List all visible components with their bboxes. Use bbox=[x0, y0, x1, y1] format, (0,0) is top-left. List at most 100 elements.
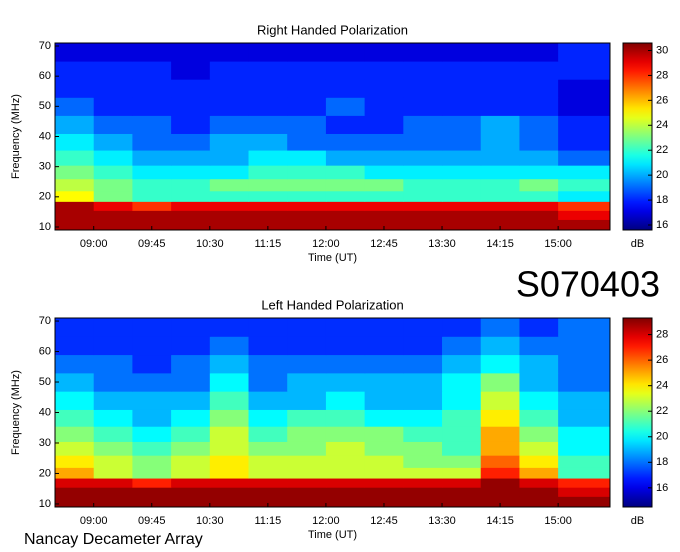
heat-cell bbox=[403, 426, 443, 442]
heat-cell bbox=[558, 43, 611, 62]
heat-cell bbox=[364, 487, 404, 497]
heat-cell bbox=[519, 61, 559, 80]
heat-cell bbox=[442, 219, 482, 231]
heat-cell bbox=[442, 487, 482, 497]
heat-cell bbox=[171, 409, 211, 427]
heat-cell bbox=[558, 150, 611, 166]
heat-cell bbox=[287, 150, 327, 166]
heat-cell bbox=[171, 455, 211, 468]
heat-cell bbox=[364, 441, 404, 456]
heat-cell bbox=[403, 441, 443, 456]
heat-cell bbox=[55, 455, 95, 468]
y-tick-label: 70 bbox=[39, 315, 51, 327]
heat-cell bbox=[209, 79, 250, 98]
colorbar-tick-label: 28 bbox=[656, 69, 668, 81]
heat-cell bbox=[132, 409, 172, 427]
footer: Nancay Decameter Array bbox=[24, 531, 203, 548]
heat-cell bbox=[364, 391, 404, 410]
heat-cell bbox=[171, 441, 211, 456]
heat-cell bbox=[519, 478, 559, 488]
heat-cell bbox=[480, 165, 520, 180]
heat-cell bbox=[132, 318, 172, 337]
heat-cell bbox=[132, 391, 172, 410]
heat-cell bbox=[403, 201, 443, 211]
heat-cell bbox=[209, 43, 250, 62]
heat-cell bbox=[403, 133, 443, 151]
heat-cell bbox=[480, 150, 520, 166]
heat-cell bbox=[209, 150, 250, 166]
heat-cell bbox=[480, 478, 520, 488]
heat-cell bbox=[171, 133, 211, 151]
heat-cell bbox=[93, 150, 133, 166]
heat-cell bbox=[364, 133, 404, 151]
heat-cell bbox=[364, 210, 404, 220]
colorbar-tick-label: 22 bbox=[656, 144, 668, 156]
heat-cell bbox=[325, 219, 366, 231]
heat-cell bbox=[171, 496, 211, 508]
heat-cell bbox=[171, 79, 211, 98]
heat-cell bbox=[364, 190, 404, 202]
heat-cell bbox=[209, 190, 250, 202]
heat-cell bbox=[248, 133, 288, 151]
heat-cell bbox=[442, 61, 482, 80]
heat-cell bbox=[558, 115, 611, 134]
heat-cell bbox=[519, 336, 559, 356]
heat-cell bbox=[171, 354, 211, 374]
heat-cell bbox=[403, 210, 443, 220]
x-tick-label: 09:00 bbox=[80, 515, 108, 527]
heat-cell bbox=[132, 79, 172, 98]
heat-cell bbox=[287, 496, 327, 508]
heat-cell bbox=[364, 115, 404, 134]
heat-cell bbox=[403, 150, 443, 166]
heat-cell bbox=[287, 467, 327, 479]
heat-cell bbox=[403, 467, 443, 479]
heat-cell bbox=[171, 97, 211, 116]
heat-cell bbox=[93, 190, 133, 202]
heat-cell bbox=[403, 496, 443, 508]
heat-cell bbox=[93, 372, 133, 392]
heat-cell bbox=[519, 165, 559, 180]
heat-cell bbox=[209, 455, 250, 468]
heat-cell bbox=[558, 455, 611, 468]
x-tick-label: 12:00 bbox=[312, 515, 340, 527]
heat-cell bbox=[93, 210, 133, 220]
heat-cell bbox=[287, 219, 327, 231]
y-tick-label: 10 bbox=[39, 498, 51, 510]
heat-cell bbox=[558, 133, 611, 151]
heat-cell bbox=[519, 354, 559, 374]
heat-cell bbox=[325, 409, 366, 427]
colorbar-tick-label: 24 bbox=[656, 380, 668, 392]
y-tick-label: 20 bbox=[39, 467, 51, 479]
colorbar-tick-label: 26 bbox=[656, 354, 668, 366]
heat-cell bbox=[442, 79, 482, 98]
heat-cell bbox=[364, 219, 404, 231]
heat-cell bbox=[325, 487, 366, 497]
heat-cell bbox=[287, 133, 327, 151]
heat-cell bbox=[558, 354, 611, 374]
heat-cell bbox=[171, 336, 211, 356]
heat-cell bbox=[55, 487, 95, 497]
heat-cell bbox=[55, 478, 95, 488]
heat-cell bbox=[248, 61, 288, 80]
heat-cell bbox=[325, 190, 366, 202]
heat-cell bbox=[480, 496, 520, 508]
heat-cell bbox=[209, 133, 250, 151]
heat-cell bbox=[325, 79, 366, 98]
heat-cell bbox=[519, 133, 559, 151]
heat-cell bbox=[519, 79, 559, 98]
heat-cell bbox=[171, 190, 211, 202]
heat-cell bbox=[325, 61, 366, 80]
x-tick-label: 15:00 bbox=[544, 238, 572, 250]
heat-cell bbox=[480, 318, 520, 337]
heat-cell bbox=[287, 178, 327, 192]
heat-cell bbox=[55, 409, 95, 427]
heat-cell bbox=[55, 201, 95, 211]
heat-cell bbox=[325, 455, 366, 468]
y-tick-label: 50 bbox=[39, 100, 51, 112]
heat-cell bbox=[325, 441, 366, 456]
heat-cell bbox=[325, 165, 366, 180]
heat-cell bbox=[480, 336, 520, 356]
heat-cell bbox=[364, 409, 404, 427]
heat-cell bbox=[325, 478, 366, 488]
heat-cell bbox=[403, 487, 443, 497]
